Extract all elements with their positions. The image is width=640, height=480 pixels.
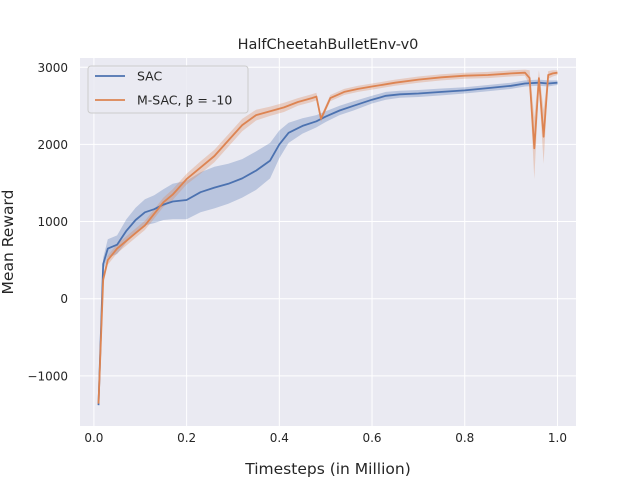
y-tick-label: −1000 xyxy=(27,369,68,383)
x-tick-label: 0.8 xyxy=(455,431,474,445)
chart-title: HalfCheetahBulletEnv-v0 xyxy=(238,37,419,53)
x-tick-label: 0.4 xyxy=(270,431,289,445)
x-axis-label: Timesteps (in Million) xyxy=(244,460,411,478)
series-band-1 xyxy=(98,69,558,404)
plot-background xyxy=(80,58,576,426)
x-tick-label: 1.0 xyxy=(548,431,567,445)
confidence-bands xyxy=(98,69,558,406)
legend: SAC M-SAC, β = -10 xyxy=(87,65,249,114)
series-line-0 xyxy=(97,81,558,406)
series-lines xyxy=(97,71,558,406)
x-tick-label: 0.6 xyxy=(362,431,381,445)
y-axis-label: Mean Reward xyxy=(0,190,17,295)
y-tick-label: 0 xyxy=(60,292,68,306)
grid xyxy=(80,58,576,426)
legend-label-msac: M-SAC, β = -10 xyxy=(137,93,232,108)
series-line-1 xyxy=(97,71,558,404)
y-tick-label: 2000 xyxy=(37,138,68,152)
y-tick-label: 3000 xyxy=(37,61,68,75)
y-tick-label: 1000 xyxy=(37,215,68,229)
x-tick-label: 0.2 xyxy=(177,431,196,445)
tick-labels: 0.0 0.2 0.4 0.6 0.8 1.0 −1000 0 1000 2000 3000 xyxy=(27,61,567,445)
legend-box xyxy=(87,65,249,114)
x-tick-label: 0.0 xyxy=(84,431,103,445)
legend-label-sac: SAC xyxy=(137,69,162,84)
